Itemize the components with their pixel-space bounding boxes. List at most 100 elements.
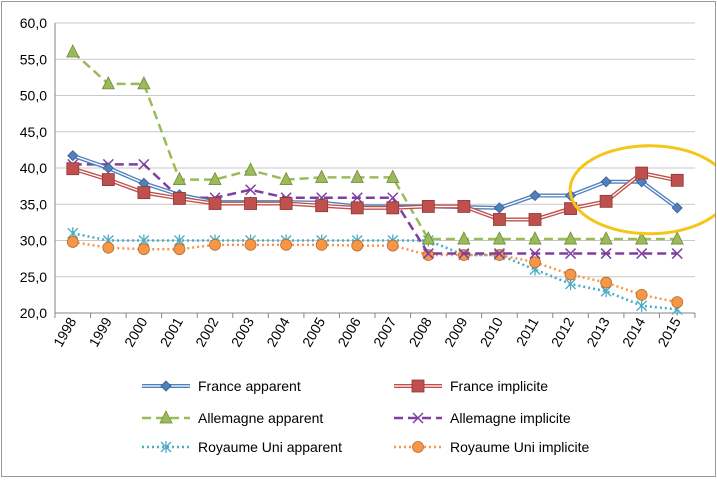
data-point xyxy=(208,197,222,210)
legend-marker xyxy=(412,412,424,424)
data-point xyxy=(351,192,363,204)
data-point xyxy=(492,231,507,245)
data-point xyxy=(635,288,648,301)
data-point xyxy=(208,171,222,186)
x-tick-label: 2003 xyxy=(228,314,258,349)
x-tick-label: 2009 xyxy=(441,314,471,349)
data-point xyxy=(138,158,150,170)
data-point xyxy=(457,200,471,213)
data-point xyxy=(528,213,542,226)
y-tick-label: 55,0 xyxy=(20,51,47,67)
series-5 xyxy=(66,236,684,309)
data-point xyxy=(101,76,115,90)
data-point xyxy=(528,231,542,245)
legend-label: France implicite xyxy=(450,378,548,394)
data-point xyxy=(457,231,471,245)
data-point xyxy=(421,231,435,245)
data-point xyxy=(564,268,577,281)
legend-marker xyxy=(411,379,425,393)
legend-item: France implicite xyxy=(394,378,548,394)
legend-marker xyxy=(159,410,173,424)
data-point xyxy=(315,169,329,183)
series-line xyxy=(72,163,678,255)
data-point xyxy=(66,44,80,58)
data-point xyxy=(529,189,541,202)
data-point xyxy=(386,169,400,183)
x-tick-label: 2000 xyxy=(121,314,151,349)
legend-marker xyxy=(160,441,172,453)
data-point xyxy=(600,276,613,289)
data-point xyxy=(422,249,435,261)
data-point xyxy=(493,248,505,260)
data-point xyxy=(102,241,115,254)
data-point xyxy=(279,197,293,210)
y-tick-label: 50,0 xyxy=(20,88,47,104)
data-point xyxy=(599,194,613,208)
data-point xyxy=(565,248,577,260)
legend-item: Allemagne apparent xyxy=(142,410,323,426)
data-point xyxy=(66,236,79,248)
legend-label: Royaume Uni apparent xyxy=(198,439,342,455)
data-point xyxy=(493,213,506,226)
x-tick-label: 2014 xyxy=(619,314,649,349)
x-tick-label: 2004 xyxy=(263,314,293,349)
series-line xyxy=(72,232,678,311)
data-point xyxy=(137,186,151,200)
line-chart: 20,0 25,0 30,0 35,0 40,0 45,0 50,0 55,0 60,0 1998… xyxy=(20,15,717,455)
data-point xyxy=(244,197,257,210)
data-point xyxy=(101,173,115,187)
legend-item: Royaume Uni apparent xyxy=(142,439,342,455)
legend-marker xyxy=(412,441,424,453)
data-point xyxy=(600,248,612,260)
y-tick-label: 45,0 xyxy=(20,124,47,140)
data-point xyxy=(315,238,328,251)
data-point xyxy=(245,184,257,196)
data-point xyxy=(563,231,578,245)
data-point xyxy=(279,171,293,186)
data-point xyxy=(599,231,613,245)
data-point xyxy=(173,243,186,256)
x-tick-label: 2007 xyxy=(370,314,400,349)
data-point xyxy=(387,192,399,204)
y-tick-label: 20,0 xyxy=(20,305,47,321)
data-point xyxy=(243,162,258,176)
x-tick-label: 2015 xyxy=(654,314,684,349)
x-tick-label: 1998 xyxy=(50,314,80,349)
data-point xyxy=(350,201,364,215)
data-point xyxy=(422,248,434,260)
data-point xyxy=(635,231,649,245)
x-tick-label: 2008 xyxy=(405,314,435,349)
x-tick-label: 2002 xyxy=(192,314,222,349)
y-tick-label: 40,0 xyxy=(20,160,47,176)
y-tick-label: 60,0 xyxy=(20,15,47,31)
data-point xyxy=(209,238,221,251)
data-point xyxy=(529,256,541,269)
data-point xyxy=(457,249,470,261)
data-point xyxy=(137,243,150,256)
data-point xyxy=(636,299,648,312)
data-point xyxy=(670,231,684,245)
data-point xyxy=(671,202,683,214)
data-point xyxy=(102,162,114,174)
data-point xyxy=(67,150,79,162)
y-tick-label: 25,0 xyxy=(20,269,47,285)
data-point xyxy=(172,171,187,186)
data-point xyxy=(66,162,80,176)
data-point xyxy=(386,239,399,252)
data-point xyxy=(280,238,293,251)
x-tick-label: 2012 xyxy=(548,314,578,349)
legend-marker xyxy=(160,380,172,392)
highlight-ellipse xyxy=(568,144,717,236)
series-2 xyxy=(66,44,684,245)
legend-label: France apparent xyxy=(198,378,301,394)
data-point xyxy=(636,248,648,260)
data-point xyxy=(421,200,435,213)
x-tick-label: 2010 xyxy=(477,314,507,349)
data-point xyxy=(671,296,684,309)
data-point xyxy=(351,239,364,252)
data-point xyxy=(244,238,257,251)
x-tick-label: 2006 xyxy=(334,314,364,349)
y-tick-label: 30,0 xyxy=(20,233,47,249)
x-tick-label: 2001 xyxy=(157,314,187,349)
x-tick-label: 2005 xyxy=(299,314,329,349)
